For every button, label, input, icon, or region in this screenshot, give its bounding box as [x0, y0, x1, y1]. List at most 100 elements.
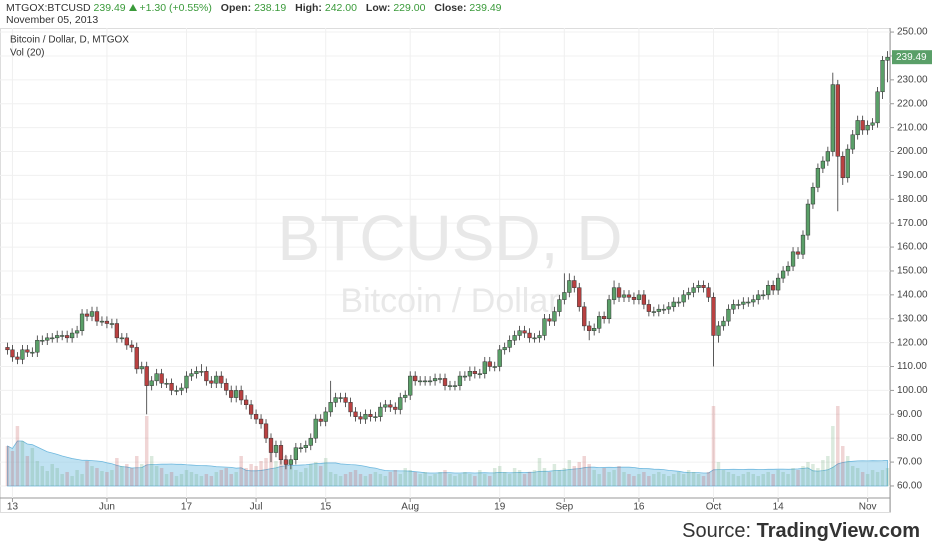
- volume-bar: [667, 476, 671, 486]
- volume-bar: [483, 474, 487, 486]
- x-tick-label: Sep: [555, 502, 573, 513]
- candle-body: [199, 371, 204, 373]
- candle-body: [447, 385, 453, 387]
- volume-bar: [726, 472, 731, 486]
- candle-body: [60, 335, 65, 337]
- volume-bar: [537, 458, 542, 486]
- candle-body: [522, 330, 527, 334]
- candle-body: [775, 277, 781, 291]
- candle-body: [492, 366, 497, 368]
- volume-bar: [274, 461, 278, 486]
- candle-body: [432, 378, 438, 382]
- candle-body: [268, 437, 274, 453]
- candle-body: [840, 156, 845, 179]
- volume-bar: [25, 456, 30, 486]
- y-tick-label: 170.00: [897, 218, 928, 229]
- candle-body: [303, 445, 308, 448]
- volume-bar: [607, 472, 611, 486]
- x-tick-label: 14: [773, 502, 785, 513]
- volume-bar: [826, 456, 830, 486]
- volume-bar: [587, 464, 591, 486]
- candle-body: [179, 387, 184, 391]
- price-tag: [892, 50, 932, 65]
- volume-bar: [110, 470, 114, 486]
- candle-body: [885, 56, 890, 61]
- candle-body: [204, 371, 209, 382]
- candle-body: [333, 397, 338, 403]
- volume-bar: [309, 464, 313, 486]
- volume-bar: [845, 456, 850, 486]
- candle-body: [15, 356, 20, 360]
- x-tick-label: 15: [320, 502, 332, 513]
- candle-body: [626, 294, 632, 298]
- candle-body: [288, 459, 294, 465]
- y-tick-label: 190.00: [897, 170, 928, 181]
- candle-body: [452, 385, 458, 387]
- x-tick-label: 17: [181, 502, 193, 513]
- volume-bar: [547, 472, 552, 486]
- volume-bar: [527, 472, 532, 486]
- candle-body: [427, 380, 433, 383]
- volume-bar: [383, 476, 388, 486]
- candle-body: [318, 418, 323, 422]
- volume-bar: [209, 476, 214, 486]
- candle-body: [716, 325, 721, 336]
- volume-bar: [433, 474, 437, 486]
- volume-bar: [318, 466, 323, 486]
- volume-bar: [448, 474, 452, 486]
- candle-body: [298, 447, 303, 449]
- high-label: High:: [295, 2, 322, 14]
- candle-body: [283, 459, 289, 465]
- candle-body: [442, 378, 448, 386]
- volume-bar: [507, 474, 512, 486]
- y-tick-label: 110.00: [897, 361, 927, 372]
- volume-bar: [686, 470, 691, 486]
- volume-bar: [10, 451, 15, 486]
- candle-body: [785, 265, 791, 272]
- volume-bar: [731, 474, 736, 486]
- volume-bar: [284, 456, 288, 486]
- candle-body: [616, 287, 622, 298]
- candle-body: [55, 335, 60, 339]
- volume-bar: [299, 472, 303, 486]
- candle-body: [248, 404, 254, 415]
- candle-body: [875, 91, 880, 124]
- candle-body: [741, 301, 746, 305]
- candle-body: [373, 416, 378, 418]
- y-tick-label: 130.00: [897, 313, 928, 324]
- volume-bar: [115, 458, 119, 486]
- volume-bar: [269, 451, 273, 486]
- candle-body: [517, 330, 522, 336]
- volume-bar: [130, 468, 134, 486]
- watermark: BTCUSD, D: [278, 202, 623, 274]
- volume-bar: [870, 470, 875, 486]
- candle-body: [338, 397, 343, 399]
- volume-bar: [642, 472, 646, 486]
- volume-bar: [60, 474, 64, 486]
- candle-body: [457, 375, 463, 386]
- candle-body: [408, 375, 413, 396]
- candle-body: [79, 313, 85, 331]
- volume-bar: [488, 476, 492, 486]
- volume-bar: [259, 461, 263, 486]
- high-value: 242.00: [324, 2, 357, 14]
- candle-body: [343, 397, 348, 403]
- candle-body: [651, 311, 656, 313]
- candle-body: [224, 382, 229, 391]
- volume-bar: [522, 474, 527, 486]
- y-tick-label: 150.00: [897, 266, 928, 277]
- candle-body: [243, 399, 249, 405]
- volume-bar: [438, 472, 442, 486]
- volume-bar: [234, 472, 238, 486]
- last-price: 239.49: [93, 2, 126, 14]
- candle-body: [462, 375, 468, 378]
- candle-body: [477, 373, 482, 375]
- price-tag-label: 239.49: [896, 52, 927, 63]
- candle-body: [706, 287, 711, 298]
- volume-bar: [199, 476, 204, 486]
- candle-body: [45, 337, 50, 341]
- candle-body: [239, 390, 244, 401]
- volume-bar: [244, 468, 248, 486]
- candle-body: [129, 344, 134, 348]
- candle-body: [860, 120, 865, 131]
